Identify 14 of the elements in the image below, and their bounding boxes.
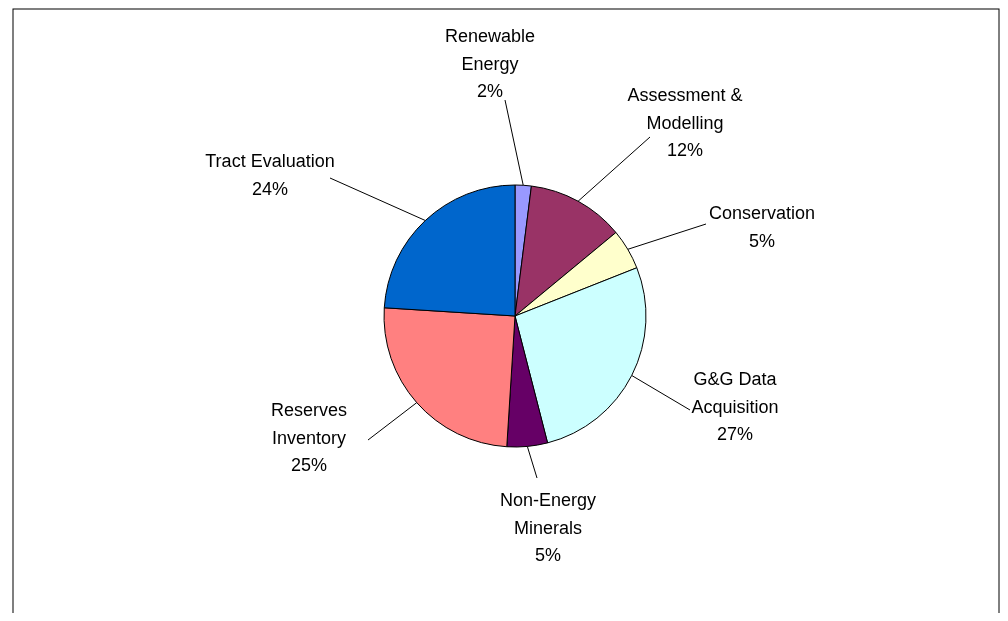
data-label: 5% — [534, 544, 562, 565]
slice-label: Tract Evaluation — [205, 150, 335, 171]
slice-label: G&G Data Acquisition — [691, 368, 779, 417]
slice-label: Assessment & Modelling — [627, 84, 743, 133]
data-label: 5% — [748, 230, 776, 251]
data-label: 2% — [476, 80, 504, 101]
data-label: 25% — [290, 454, 328, 475]
data-label: 12% — [666, 139, 704, 160]
data-label: 27% — [716, 423, 754, 444]
data-label: 24% — [251, 178, 289, 199]
slice-label: Non-Energy Minerals — [499, 489, 597, 538]
slice-label: Conservation — [708, 202, 816, 223]
slice-label: Reserves Inventory — [270, 399, 348, 448]
slice-label: Renewable Energy — [444, 25, 536, 74]
